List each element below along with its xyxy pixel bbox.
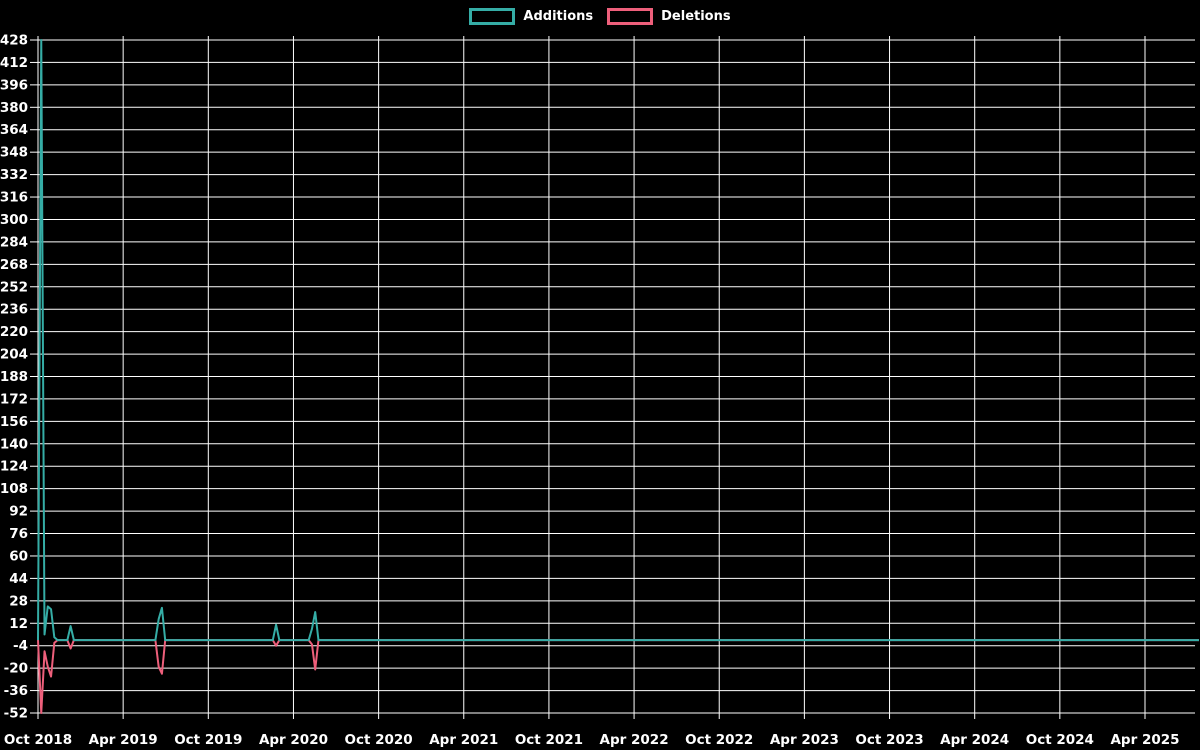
y-tick-label: 12 xyxy=(9,616,28,632)
y-tick-label: 76 xyxy=(9,526,28,542)
x-tick-label: Oct 2023 xyxy=(855,732,923,748)
additions-swatch-icon xyxy=(469,8,516,25)
x-tick-label: Apr 2025 xyxy=(1110,732,1179,748)
y-tick-label: 108 xyxy=(0,481,28,497)
y-tick-label: -36 xyxy=(4,683,28,699)
y-tick-label: 300 xyxy=(0,212,28,228)
x-tick-label: Apr 2019 xyxy=(89,732,158,748)
series-line-deletions xyxy=(37,639,1199,714)
x-tick-label: Oct 2021 xyxy=(515,732,583,748)
chart-legend: Additions Deletions xyxy=(0,8,1200,25)
y-tick-label: 348 xyxy=(0,145,28,161)
y-tick-label: 124 xyxy=(0,459,28,475)
y-tick-label: 44 xyxy=(9,571,28,587)
x-tick-label: Oct 2020 xyxy=(345,732,413,748)
y-tick-label: 92 xyxy=(9,504,28,520)
x-gridlines: Oct 2018 Apr 2019 Oct 2019 Apr 2020 Oct 2020… xyxy=(4,36,1180,748)
x-tick-label: Apr 2021 xyxy=(429,732,498,748)
x-tick-label: Oct 2024 xyxy=(1026,732,1094,748)
y-tick-label: 220 xyxy=(0,324,28,340)
x-tick-label: Oct 2022 xyxy=(685,732,753,748)
series-line-additions xyxy=(37,39,1199,642)
y-tick-label: 60 xyxy=(9,548,28,564)
x-tick-label: Apr 2022 xyxy=(600,732,669,748)
deletions-swatch-icon xyxy=(607,8,654,25)
y-tick-label: 252 xyxy=(0,279,28,295)
legend-label-deletions: Deletions xyxy=(661,9,731,24)
x-tick-label: Apr 2023 xyxy=(770,732,839,748)
y-tick-label: 316 xyxy=(0,190,28,206)
y-tick-label: 284 xyxy=(0,234,28,250)
y-tick-label: 28 xyxy=(9,593,28,609)
y-tick-label: 364 xyxy=(0,122,28,138)
y-tick-label: 380 xyxy=(0,100,28,116)
y-gridlines: 428 412 396 380 364 348 332 316 300 284 268 252 236 2… xyxy=(0,33,1195,722)
y-tick-label: 156 xyxy=(0,414,28,430)
x-tick-label: Oct 2019 xyxy=(174,732,242,748)
y-tick-label: 412 xyxy=(0,55,28,71)
y-tick-label: 188 xyxy=(0,369,28,385)
y-tick-label: -52 xyxy=(4,706,28,722)
y-tick-label: 396 xyxy=(0,77,28,93)
y-tick-label: 332 xyxy=(0,167,28,183)
x-tick-label: Oct 2018 xyxy=(4,732,72,748)
y-tick-label: -4 xyxy=(13,638,28,654)
legend-item-deletions[interactable]: Deletions xyxy=(607,8,731,25)
y-tick-label: 140 xyxy=(0,436,28,452)
y-tick-label: 204 xyxy=(0,347,28,363)
y-tick-label: 268 xyxy=(0,257,28,273)
y-tick-label: 428 xyxy=(0,33,28,49)
y-tick-label: 172 xyxy=(0,391,28,407)
y-tick-label: -20 xyxy=(4,661,28,677)
x-tick-label: Apr 2024 xyxy=(940,732,1009,748)
legend-label-additions: Additions xyxy=(523,9,594,24)
x-tick-label: Apr 2020 xyxy=(259,732,328,748)
y-tick-label: 236 xyxy=(0,302,28,318)
legend-item-additions[interactable]: Additions xyxy=(469,8,593,25)
